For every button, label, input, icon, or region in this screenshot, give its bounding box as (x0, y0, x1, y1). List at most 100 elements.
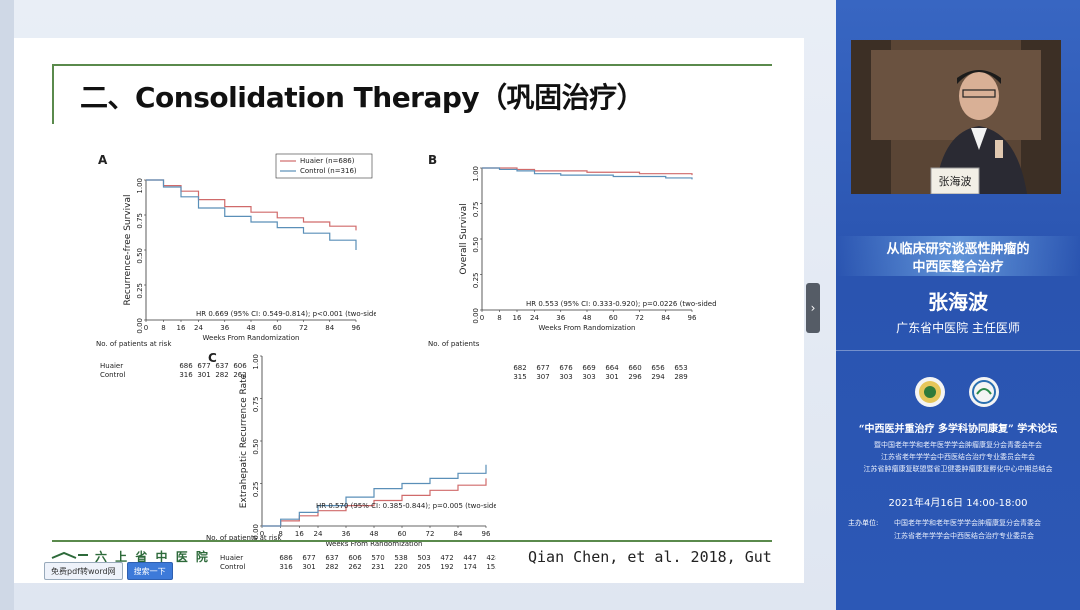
risk-cell-c: 192 (440, 563, 453, 571)
host-1: 中国老年学和老年医学学会肿瘤康复分会青委会 (894, 519, 1041, 527)
risk-cell-a: 282 (215, 371, 228, 379)
risk-cell-c: 606 (348, 554, 362, 562)
series-line-b-0 (482, 167, 693, 176)
citation: Qian Chen, et al. 2018, Gut (528, 548, 772, 566)
chart-a-recurrence-free-survival: A 1.00 0.75 0.50 0.25 0.00 0 8 16 24 36 48 60 72 84 96 R… (96, 153, 376, 379)
x-tick-label-a: 8 (161, 324, 165, 332)
x-tick-label-c: 96 (482, 530, 491, 538)
x-tick-label-a: 72 (299, 324, 308, 332)
x-tick-label-c: 84 (454, 530, 463, 538)
risk-cell-c: 301 (302, 563, 315, 571)
legend-label-control: Control (n=316) (300, 167, 357, 175)
chart-c-extrahepatic-recurrence: C 1.00 0.75 0.50 0.25 0.00 0 8 16 24 36 48 60 72 84 96 E… (206, 351, 496, 571)
risk-cell-a: 637 (215, 362, 228, 370)
risk-cell-c: 220 (394, 563, 407, 571)
legend-box-a (275, 153, 373, 179)
risk-cell-b: 303 (582, 373, 595, 381)
y-tick-label-b: 0.75 (472, 202, 480, 218)
hr-text-c: HR 0.570 (95% CI: 0.385-0.844); p=0.005 … (316, 502, 496, 510)
y-tick-label-a: 0.00 (136, 318, 144, 334)
talk-title-line1: 从临床研究谈恶性肿瘤的 (886, 242, 1030, 257)
host-label: 主办单位: (848, 519, 879, 527)
risk-cell-b: 682 (513, 364, 526, 372)
x-tick-label-a: 16 (177, 324, 186, 332)
x-tick-label-c: 36 (342, 530, 351, 538)
risk-cell-c: 428 (486, 554, 496, 562)
host-2: 江苏省老年学学会中西医结合治疗专业委员会 (894, 532, 1034, 540)
risk-cell-b: 315 (513, 373, 526, 381)
x-tick-label-a: 60 (273, 324, 282, 332)
y-tick-label-b: 0.00 (472, 308, 480, 324)
y-tick-label-c: 0.75 (252, 397, 260, 413)
forum-title: “中西医并重治疗 多学科协同康复” 学术论坛 (858, 424, 1058, 435)
series-line-a-1 (146, 179, 357, 250)
x-tick-label-a: 96 (352, 324, 361, 332)
panel-divider (836, 350, 1080, 351)
x-tick-label-c: 72 (426, 530, 435, 538)
footer-rule (52, 540, 772, 542)
taskbar-item-search[interactable]: 搜索一下 (126, 562, 173, 580)
speaker-video: 张海波 (851, 40, 1061, 194)
next-slide-chevron-icon[interactable]: › (806, 283, 820, 333)
speaker-name: 张海波 (928, 290, 988, 314)
risk-cell-b: 307 (536, 373, 549, 381)
risk-cell-b: 664 (605, 364, 619, 372)
speaker-role: 广东省中医院 主任医师 (896, 321, 1020, 335)
x-tick-label-a: 36 (220, 324, 229, 332)
risk-cell-c: 447 (463, 554, 476, 562)
x-tick-label-c: 24 (314, 530, 323, 538)
risk-cell-b: 660 (628, 364, 641, 372)
x-tick-label-a: 24 (194, 324, 203, 332)
risk-cell-c: 262 (348, 563, 361, 571)
risk-cell-b: 676 (559, 364, 573, 372)
risk-cell-c: 686 (279, 554, 293, 562)
risk-cell-c: 677 (302, 554, 315, 562)
risk-cell-a: 606 (233, 362, 247, 370)
x-tick-label-b: 60 (609, 314, 618, 322)
risk-cell-b: 303 (559, 373, 572, 381)
risk-cell-c: 538 (394, 554, 407, 562)
x-tick-label-b: 48 (583, 314, 592, 322)
risk-row-label-a: Huaier (100, 362, 123, 370)
series-line-c-1 (262, 464, 487, 527)
y-axis-label-b: Overall Survival (459, 203, 469, 274)
y-tick-label-b: 0.50 (472, 237, 480, 253)
hr-text-b: HR 0.553 (95% CI: 0.333-0.920); p=0.0226… (526, 300, 716, 308)
risk-cell-c: 155 (486, 563, 496, 571)
y-tick-label-a: 0.25 (136, 283, 144, 299)
y-tick-label-b: 0.25 (472, 273, 480, 289)
taskbar-item-pdf-converter[interactable]: 免费pdf转word网 (44, 562, 123, 580)
risk-table-title-a: No. of patients at risk (96, 340, 172, 348)
x-tick-label-b: 84 (661, 314, 670, 322)
risk-cell-b: 653 (674, 364, 687, 372)
x-tick-label-c: 16 (295, 530, 304, 538)
y-tick-label-c: 0.00 (252, 524, 260, 540)
x-tick-label-b: 24 (530, 314, 539, 322)
risk-cell-a: 301 (197, 371, 210, 379)
risk-cell-c: 231 (371, 563, 384, 571)
organizer-line-3: 江苏省肿瘤康复联盟暨省卫健委肿瘤康复孵化中心中期总结会 (863, 465, 1053, 473)
risk-cell-c: 282 (325, 563, 338, 571)
frame-left-strip (0, 0, 14, 610)
y-tick-label-c: 0.25 (252, 482, 260, 498)
risk-row-label-a: Control (100, 371, 125, 379)
risk-cell-c: 205 (417, 563, 430, 571)
nameplate-text: 张海波 (939, 174, 972, 188)
x-tick-label-b: 0 (480, 314, 484, 322)
risk-cell-b: 294 (651, 373, 665, 381)
speaker-video-frame: 张海波 (851, 40, 1061, 194)
risk-cell-b: 669 (582, 364, 595, 372)
organizer-line-1: 暨中国老年学和老年医学学会肿瘤康复分会青委会年会 (874, 441, 1042, 449)
y-axis-label-a: Recurrence-free Survival (123, 195, 133, 306)
x-axis-label-c: Weeks From Randomization (326, 540, 423, 548)
event-date: 2021年4月16日 14:00-18:00 (888, 498, 1028, 509)
title-side-rule (52, 64, 54, 124)
risk-table-title-c: No. of patients at risk (206, 534, 282, 542)
x-axis-label-b: Weeks From Randomization (539, 324, 636, 332)
panel-letter-a: A (98, 153, 108, 167)
risk-cell-c: 570 (371, 554, 384, 562)
talk-title-banner (836, 236, 1080, 276)
y-tick-label-c: 1.00 (252, 354, 260, 370)
series-line-a-0 (146, 179, 357, 231)
x-tick-label-a: 84 (325, 324, 334, 332)
